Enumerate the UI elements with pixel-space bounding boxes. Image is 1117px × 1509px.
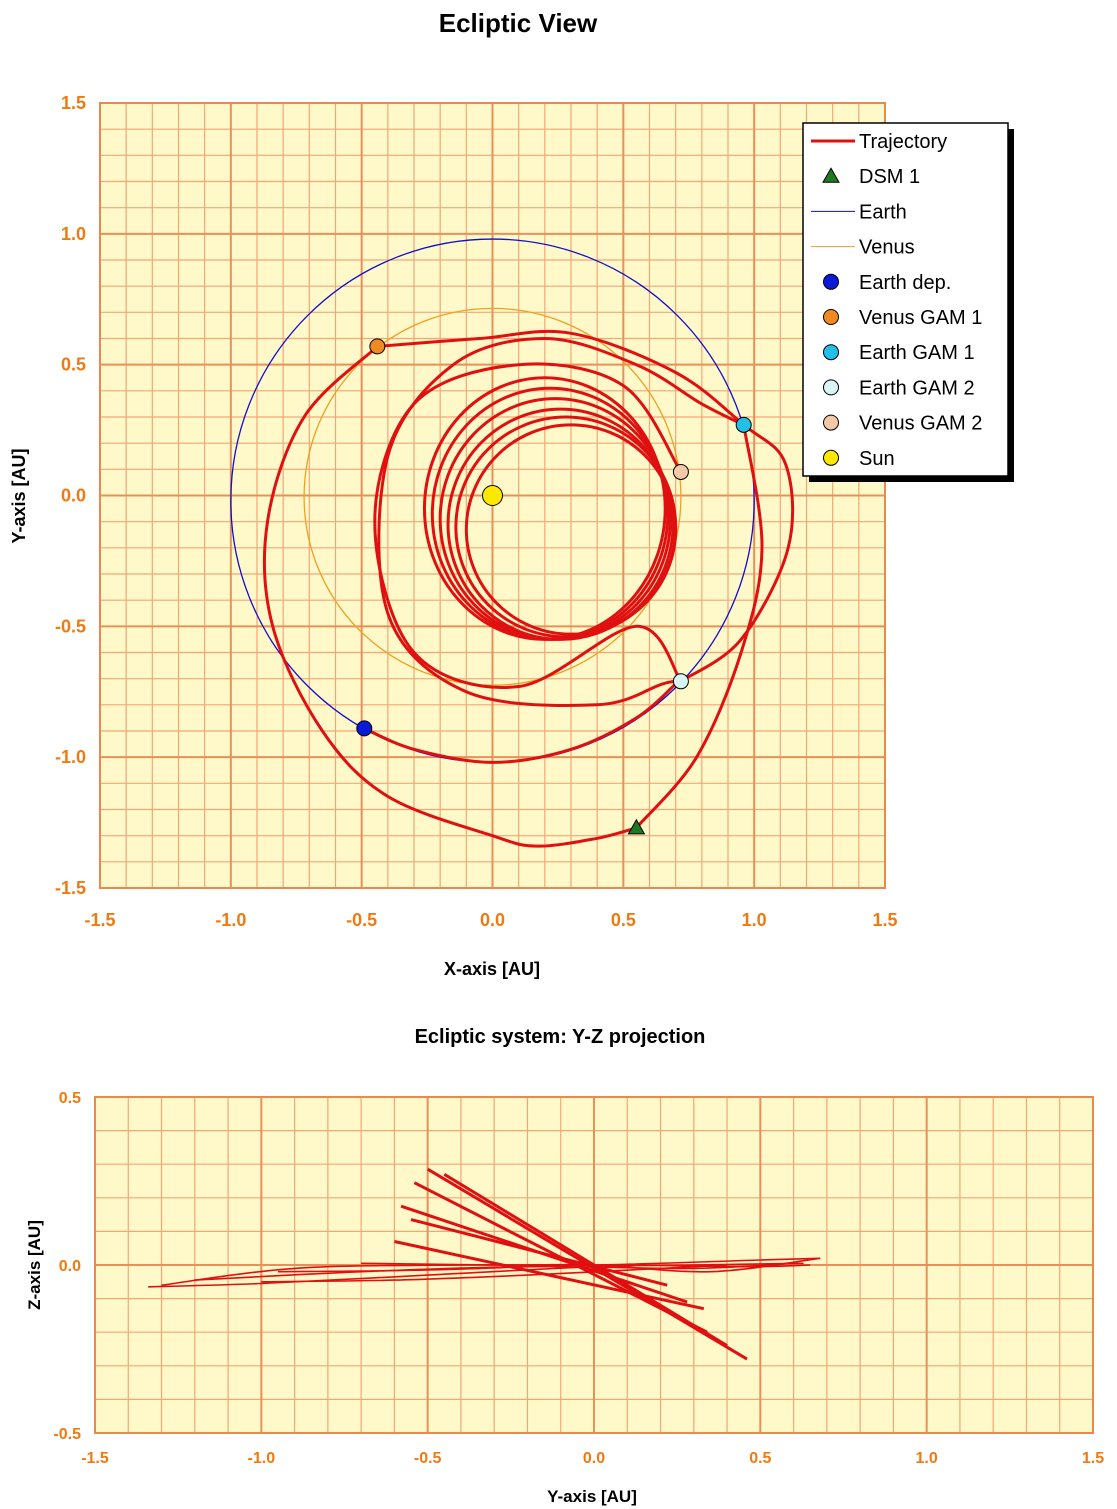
legend-circle-swatch <box>823 449 839 466</box>
legend-label: Venus <box>859 237 915 259</box>
yz-trajectory-flat <box>148 1262 804 1288</box>
legend: Trajectory DSM 1 Earth Venus Earth dep. Venus… <box>802 122 1014 482</box>
legend-circle-swatch <box>823 273 839 290</box>
trajectory-arc <box>377 336 745 707</box>
venus-gam-2-marker <box>672 463 689 480</box>
legend-label: Sun <box>859 448 895 470</box>
venus-gam-1-marker <box>369 338 386 355</box>
trajectory-arc <box>635 424 764 829</box>
legend-triangle-swatch <box>822 167 840 183</box>
y-tick-label: 1.5 <box>61 93 86 113</box>
x-tick-label: 0.5 <box>611 910 636 930</box>
y-tick-label: 0.0 <box>59 1258 81 1275</box>
chart-title-bottom: Ecliptic system: Y-Z projection <box>415 1026 706 1048</box>
venus-orbit <box>303 307 682 686</box>
x-tick-label: -0.5 <box>414 1450 442 1467</box>
x-axis-label-top: X-axis [AU] <box>444 959 540 979</box>
legend-label: Venus GAM 1 <box>859 307 982 329</box>
ecliptic-view-chart: -1.5 -1.0 -0.5 0.0 0.5 1.0 1.5 -1.5 -1.0 -0.5 0.0 0… <box>55 93 1014 930</box>
x-tick-label: 0.0 <box>583 1450 605 1467</box>
x-tick-label: 0.0 <box>480 910 505 930</box>
legend-circle-swatch <box>823 344 839 361</box>
trajectory-loop <box>446 407 675 641</box>
earth-gam-1-marker <box>735 416 752 433</box>
y-tick-label: -1.5 <box>55 878 86 898</box>
legend-label: Earth GAM 1 <box>859 342 975 364</box>
y-tick-label: 1.0 <box>61 224 86 244</box>
x-tick-label: 1.5 <box>872 910 897 930</box>
yz-projection-chart: -1.5 -1.0 -0.5 0.0 0.5 1.0 1.5 -0.5 0.0 0.5 <box>53 1090 1104 1467</box>
x-tick-label: 1.5 <box>1082 1450 1104 1467</box>
y-tick-label: -0.5 <box>53 1426 81 1443</box>
yz-trajectory-flat <box>261 1264 728 1283</box>
chart-title-top: Ecliptic View <box>439 8 598 38</box>
x-tick-label: 1.0 <box>742 910 767 930</box>
y-tick-label: 0.5 <box>61 355 86 375</box>
x-tick-label: -1.5 <box>81 1450 109 1467</box>
plot-border <box>94 1096 1094 1434</box>
trajectory-arc <box>363 682 677 764</box>
y-axis-label-bottom: Z-axis [AU] <box>25 1220 44 1310</box>
yz-trajectory-diagonal <box>394 1240 705 1311</box>
x-tick-label: -1.0 <box>248 1450 276 1467</box>
trajectory-arc <box>262 345 637 848</box>
x-tick-label: -0.5 <box>346 910 377 930</box>
legend-label: Trajectory <box>859 131 947 153</box>
legend-label: Earth GAM 2 <box>859 377 975 399</box>
sun-marker <box>482 485 503 506</box>
trajectory-arc <box>373 362 683 689</box>
legend-circle-swatch <box>823 379 839 396</box>
x-axis-label-bottom: Y-axis [AU] <box>547 1487 637 1506</box>
y-tick-label: -1.0 <box>55 747 86 767</box>
x-tick-label: -1.0 <box>215 910 246 930</box>
yz-trajectory-flat <box>277 1264 811 1273</box>
legend-circle-swatch <box>823 414 839 431</box>
legend-label: Earth <box>859 201 907 223</box>
legend-label: Earth dep. <box>859 272 951 294</box>
y-tick-label: -0.5 <box>55 616 86 636</box>
earth-dep--marker <box>356 720 373 737</box>
y-axis-label-top: Y-axis [AU] <box>9 448 29 543</box>
legend-label: DSM 1 <box>859 166 920 188</box>
dsm-1-marker <box>627 818 646 835</box>
plot-border <box>99 102 886 889</box>
y-tick-label: 0.0 <box>61 486 86 506</box>
x-tick-label: 0.5 <box>749 1450 771 1467</box>
y-tick-label: 0.5 <box>59 1090 81 1107</box>
legend-label: Venus GAM 2 <box>859 413 982 435</box>
trajectory-loop <box>464 423 678 636</box>
yz-trajectory-diagonal <box>410 1218 668 1287</box>
legend-circle-swatch <box>823 309 839 325</box>
x-tick-label: 1.0 <box>916 1450 938 1467</box>
earth-gam-2-marker <box>672 673 689 690</box>
x-tick-label: -1.5 <box>84 910 115 930</box>
